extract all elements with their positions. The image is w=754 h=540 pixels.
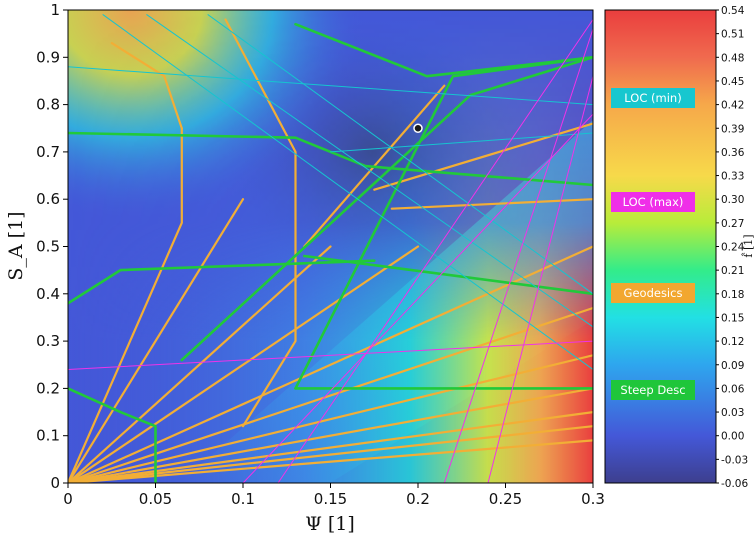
colorbar-tick-label: 0.30 <box>721 194 744 206</box>
optimum-point <box>413 123 423 133</box>
x-tick-label: 0.1 <box>231 490 255 508</box>
y-axis: 0 0.1 0.2 0.3 0.4 0.5 0.6 0.7 0.8 0.9 1 <box>36 1 68 492</box>
series-line-31 <box>277 19 593 483</box>
colorbar-tick-label: 0.12 <box>721 336 744 348</box>
legend-label: LOC (min) <box>624 91 681 105</box>
colorbar-tick-label: 0.39 <box>721 123 744 135</box>
colorbar-tick-label: 0.06 <box>721 383 745 395</box>
legend-label: Steep Desc <box>620 383 685 397</box>
legend: LOC (min) LOC (max) Geodesics Steep Desc <box>611 88 695 400</box>
series-line-10 <box>68 127 183 483</box>
legend-label: LOC (max) <box>623 195 684 209</box>
y-tick-label: 0.3 <box>36 332 60 350</box>
x-tick-label: 0.2 <box>406 490 430 508</box>
legend-swatch <box>611 380 695 400</box>
y-tick-label: 0.7 <box>36 143 60 161</box>
series-line-20 <box>180 56 593 362</box>
y-axis-label: S_A [1] <box>5 211 27 280</box>
y-tick-label: 0.6 <box>36 190 60 208</box>
y-tick-label: 0.1 <box>36 427 60 445</box>
series-line-8 <box>68 245 332 483</box>
colorbar-tick-label: 0.51 <box>721 29 744 41</box>
colorbar-ticks: -0.06 -0.03 0.00 0.03 0.06 0.09 0.12 0.15 0.18 0.… <box>716 5 748 490</box>
series-line-13 <box>373 122 593 191</box>
x-tick-label: 0.05 <box>139 490 172 508</box>
y-tick-label: 1 <box>50 1 60 19</box>
series-line-26 <box>207 14 593 295</box>
series-line-30 <box>443 28 593 483</box>
colorbar-tick-label: 0.00 <box>721 431 744 443</box>
colorbar-tick-label: 0.54 <box>721 5 745 17</box>
series-line-11 <box>110 42 183 130</box>
x-tick-label: 0.25 <box>489 490 522 508</box>
colorbar-tick-label: -0.06 <box>721 478 748 490</box>
colorbar-tick-label: 0.45 <box>721 76 744 88</box>
legend-label: Geodesics <box>624 286 683 300</box>
colorbar: -0.06 -0.03 0.00 0.03 0.06 0.09 0.12 0.15 0.18 0.… <box>604 5 754 490</box>
series-line-29 <box>487 75 593 483</box>
series-line-9 <box>68 198 245 483</box>
legend-swatch <box>611 192 695 212</box>
colorbar-tick-label: 0.21 <box>721 265 744 277</box>
series-line-28 <box>330 132 593 153</box>
legend-swatch <box>611 283 695 303</box>
series-line-21 <box>294 56 593 390</box>
colorbar-tick-label: 0.33 <box>721 171 744 183</box>
colorbar-tick-label: 0.09 <box>721 360 744 372</box>
series-line-27 <box>68 66 593 106</box>
colorbar-tick-label: 0.48 <box>721 52 744 64</box>
series-line-17 <box>68 259 376 305</box>
series-line-33 <box>68 340 593 370</box>
x-tick-label: 0 <box>63 490 73 508</box>
x-tick-label: 0.15 <box>314 490 347 508</box>
marker-layer <box>413 123 423 133</box>
series-line-12 <box>224 18 297 428</box>
curves <box>68 14 593 483</box>
colorbar-tick-label: -0.03 <box>721 454 748 466</box>
colorbar-tick-label: 0.27 <box>721 218 744 230</box>
colorbar-bar <box>604 9 717 484</box>
series-line-32 <box>242 113 593 483</box>
colorbar-tick-label: 0.24 <box>721 242 745 254</box>
colorbar-tick-label: 0.15 <box>721 312 744 324</box>
colorbar-tick-label: 0.42 <box>721 100 744 112</box>
x-tick-label: 0.3 <box>581 490 605 508</box>
x-axis-label: Ψ [1] <box>305 513 355 535</box>
y-tick-label: 0.8 <box>36 96 60 114</box>
y-tick-label: 0.5 <box>36 238 60 256</box>
legend-swatch <box>611 88 695 108</box>
series-line-25 <box>146 14 593 328</box>
colorbar-tick-label: 0.36 <box>721 147 745 159</box>
series-line-16 <box>68 387 157 483</box>
series-line-23 <box>303 254 593 296</box>
series-line-7 <box>68 245 420 483</box>
series-line-24 <box>102 14 593 370</box>
colorbar-tick-label: 0.18 <box>721 289 744 301</box>
colorbar-tick-label: 0.03 <box>721 407 744 419</box>
colorbar-label: f̂ [1] <box>742 234 754 257</box>
x-axis: 0 0.05 0.1 0.15 0.2 0.25 0.3 <box>63 483 605 508</box>
series-line-14 <box>390 198 593 210</box>
y-tick-label: 0.2 <box>36 379 60 397</box>
y-tick-label: 0.4 <box>36 285 60 303</box>
y-tick-label: 0.9 <box>36 48 60 66</box>
y-tick-label: 0 <box>50 474 60 492</box>
